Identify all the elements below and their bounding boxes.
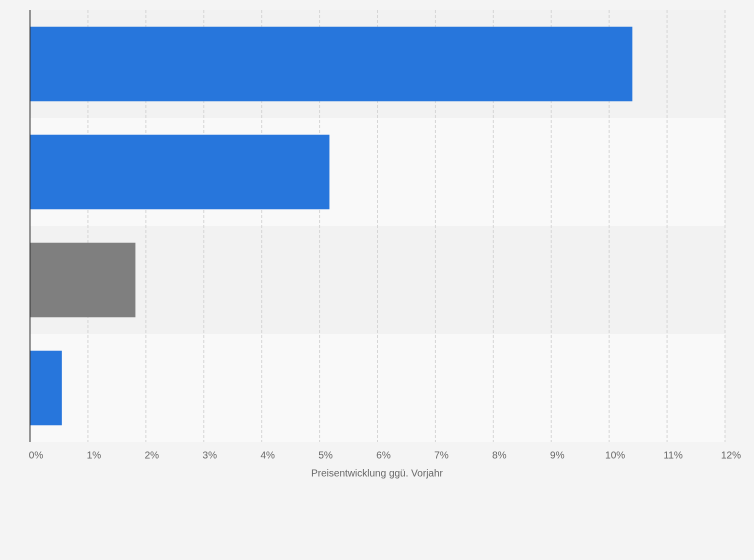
- x-axis-title: Preisentwicklung ggü. Vorjahr: [311, 469, 443, 480]
- x-tick-label: 10%: [605, 451, 625, 462]
- x-tick-label: 7%: [434, 451, 449, 462]
- x-tick-label: 0%: [29, 451, 44, 462]
- bar: [30, 242, 136, 318]
- x-tick-label: 11%: [663, 451, 682, 462]
- x-tick-label: 1%: [87, 451, 102, 462]
- x-tick-label: 5%: [318, 451, 333, 462]
- bar: [30, 134, 330, 210]
- x-tick-label: 12%: [721, 451, 741, 462]
- x-tick-label: 2%: [145, 451, 160, 462]
- x-tick-label: 9%: [550, 451, 565, 462]
- x-tick-label: 4%: [260, 451, 275, 462]
- bar: [30, 350, 62, 426]
- x-tick-label: 6%: [376, 451, 391, 462]
- bar: [30, 26, 633, 102]
- x-tick-label: 3%: [203, 451, 218, 462]
- x-tick-label: 8%: [492, 451, 507, 462]
